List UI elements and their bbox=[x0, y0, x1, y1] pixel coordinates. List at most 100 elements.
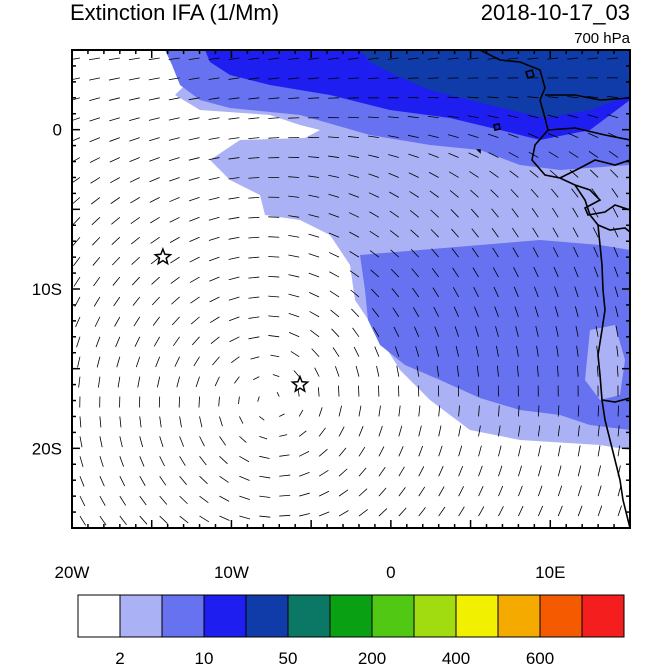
wind-vector bbox=[308, 214, 320, 218]
x-tick-label: 20W bbox=[55, 563, 90, 582]
wind-vector bbox=[133, 316, 141, 327]
wind-vector bbox=[537, 445, 541, 457]
wind-vector bbox=[169, 216, 180, 223]
wind-vector bbox=[96, 356, 101, 368]
wind-vector bbox=[259, 475, 271, 479]
wind-vector bbox=[378, 446, 385, 457]
wind-vector bbox=[547, 114, 559, 119]
wind-vector bbox=[308, 291, 320, 298]
wind-vector bbox=[407, 57, 419, 60]
wind-vector bbox=[513, 286, 519, 298]
wind-vector bbox=[447, 115, 459, 119]
wind-vector bbox=[529, 170, 539, 178]
colorbar-swatch bbox=[539, 594, 583, 638]
wind-vector bbox=[438, 425, 442, 437]
wind-vector bbox=[228, 276, 240, 281]
wind-vector bbox=[418, 405, 421, 417]
wind-vector bbox=[367, 116, 379, 119]
wind-vector bbox=[239, 416, 244, 424]
y-tick-label: 20S bbox=[32, 439, 62, 458]
wind-vector bbox=[398, 405, 401, 417]
wind-vector bbox=[430, 209, 439, 218]
wind-vector bbox=[575, 325, 579, 337]
wind-vector bbox=[248, 157, 260, 159]
wind-vector bbox=[78, 376, 81, 388]
wind-vector bbox=[388, 172, 399, 178]
wind-vector bbox=[308, 97, 320, 99]
country-border-4 bbox=[574, 184, 630, 216]
wind-vector bbox=[547, 57, 559, 60]
wind-vector bbox=[119, 476, 126, 487]
wind-vector bbox=[148, 97, 160, 101]
wind-vector bbox=[328, 77, 340, 80]
wind-vector bbox=[135, 356, 141, 368]
wind-vector bbox=[338, 405, 342, 417]
colorbar-label: 10 bbox=[195, 649, 214, 667]
wind-vector bbox=[518, 485, 523, 497]
wind-vector bbox=[389, 230, 400, 238]
wind-vector bbox=[239, 515, 251, 520]
x-tick-label: 10W bbox=[214, 563, 249, 582]
wind-vector bbox=[113, 296, 121, 307]
wind-vector bbox=[159, 515, 168, 524]
wind-vector bbox=[478, 485, 484, 497]
wind-vector bbox=[350, 289, 360, 298]
wind-vector bbox=[297, 389, 300, 397]
wind-vector bbox=[589, 169, 599, 178]
wind-vector bbox=[469, 171, 479, 178]
wind-vector bbox=[611, 188, 619, 198]
wind-vector bbox=[168, 97, 180, 101]
wind-vector bbox=[189, 236, 200, 243]
wind-vector bbox=[76, 336, 81, 348]
wind-vector bbox=[431, 248, 439, 258]
wind-vector bbox=[374, 346, 380, 357]
wind-vector bbox=[398, 507, 407, 517]
wind-vector bbox=[153, 336, 161, 347]
wind-vector bbox=[191, 336, 200, 346]
wind-vector bbox=[414, 326, 420, 337]
wind-vector bbox=[391, 288, 400, 298]
wind-vector bbox=[617, 505, 622, 517]
wind-vector bbox=[208, 137, 220, 140]
wind-vector bbox=[533, 266, 539, 278]
wind-vector bbox=[111, 216, 121, 225]
wind-vector bbox=[149, 177, 160, 183]
wind-vector bbox=[478, 425, 481, 437]
wind-vector bbox=[174, 356, 180, 367]
wind-vector bbox=[99, 495, 106, 506]
wind-vector bbox=[79, 436, 83, 448]
wind-vector bbox=[208, 177, 220, 181]
wind-vector bbox=[438, 466, 444, 477]
wind-vector bbox=[534, 306, 539, 318]
wind-vector bbox=[108, 57, 120, 61]
wind-vector bbox=[210, 336, 220, 345]
wind-vector bbox=[607, 114, 619, 119]
wind-vector bbox=[308, 233, 320, 238]
wind-vector bbox=[593, 266, 599, 278]
wind-vector bbox=[299, 513, 310, 517]
wind-vector bbox=[156, 376, 161, 388]
wind-vector bbox=[268, 295, 280, 298]
wind-vector bbox=[148, 77, 160, 81]
colorbar-label: 2 bbox=[115, 649, 124, 667]
wind-vector bbox=[554, 286, 559, 298]
wind-vector bbox=[290, 351, 300, 358]
wind-vector bbox=[259, 515, 271, 518]
wind-vector bbox=[114, 316, 121, 327]
wind-vector bbox=[159, 416, 162, 428]
wind-vector bbox=[572, 207, 579, 218]
wind-vector bbox=[537, 465, 542, 477]
wind-vector bbox=[458, 425, 462, 437]
wind-vector bbox=[527, 133, 539, 139]
wind-vector bbox=[79, 456, 84, 467]
wind-vector bbox=[288, 254, 300, 258]
wind-vector bbox=[109, 97, 120, 101]
wind-vector bbox=[94, 316, 101, 327]
wind-vector bbox=[179, 456, 186, 466]
wind-vector bbox=[390, 268, 400, 278]
wind-vector bbox=[557, 405, 560, 417]
wind-vector bbox=[218, 396, 220, 407]
wind-vector bbox=[593, 246, 599, 258]
wind-vector bbox=[507, 57, 519, 60]
wind-vector bbox=[387, 57, 399, 60]
